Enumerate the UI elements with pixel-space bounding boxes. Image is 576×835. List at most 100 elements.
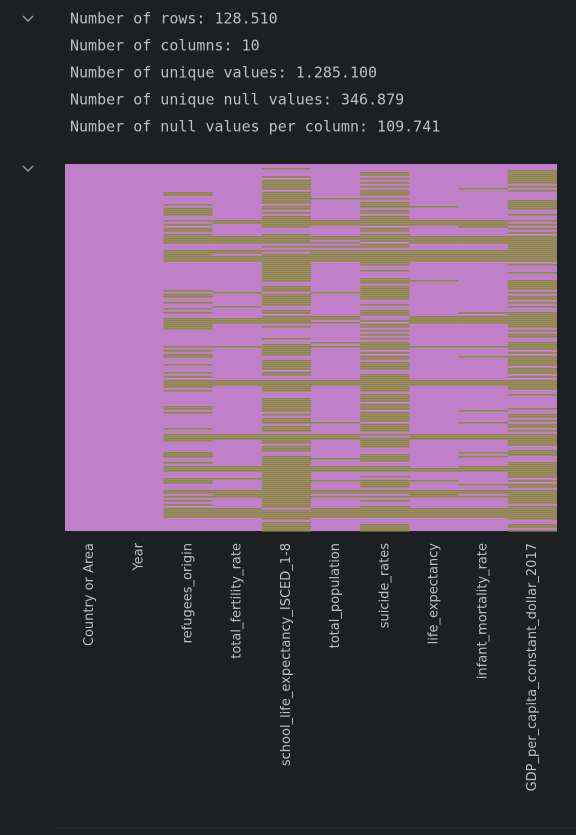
null-stripe [507,244,557,246]
null-stripe [360,290,410,292]
null-stripe [360,324,410,326]
null-stripe [261,272,311,274]
null-stripe [507,518,557,520]
null-stripe [261,488,311,490]
null-stripe [360,368,410,370]
null-stripe [458,254,508,256]
null-stripe [360,254,410,256]
null-stripe [311,466,361,468]
null-stripe [360,356,410,358]
output-line: Number of null values per column: 109.74… [70,118,440,136]
null-stripe [458,256,508,258]
null-stripe [458,322,508,324]
null-stripe [212,256,262,258]
null-stripe [409,514,459,516]
null-stripe [458,258,508,260]
null-stripe [360,398,410,400]
null-stripe [261,344,311,346]
null-stripe [507,302,557,304]
null-stripe [163,386,213,388]
null-stripe [360,234,410,236]
null-stripe [311,242,361,244]
null-stripe [360,496,410,498]
null-stripe [261,504,311,506]
null-stripe [261,266,311,268]
null-stripe [261,238,311,240]
null-stripe [507,334,557,336]
null-stripe [261,226,311,228]
null-stripe [360,362,410,364]
null-stripe [507,232,557,234]
null-stripe [261,212,311,214]
null-stripe [458,252,508,254]
null-stripe [311,480,361,482]
null-stripe [507,462,557,464]
null-stripe [409,252,459,254]
null-stripe [311,382,361,384]
null-stripe [163,194,213,196]
null-stripe [458,456,508,458]
column-label: infant_mortality_rate [476,543,491,679]
null-stripe [163,390,213,392]
null-stripe [507,440,557,442]
null-stripe [360,294,410,296]
null-stripe [409,346,459,348]
null-stripe [360,476,410,478]
null-stripe [360,468,410,470]
null-stripe [360,304,410,306]
null-stripe [261,502,311,504]
null-stripe [458,422,508,424]
null-stripe [261,168,311,170]
null-stripe [163,496,213,498]
null-stripe [458,316,508,318]
null-stripe [163,346,213,348]
null-stripe [261,514,311,516]
null-stripe [507,424,557,426]
null-stripe [507,282,557,284]
null-stripe [507,238,557,240]
null-stripe [507,492,557,494]
null-stripe [360,204,410,206]
null-stripe [507,352,557,354]
null-stripe [311,246,361,248]
null-stripe [212,320,262,322]
null-stripe [360,506,410,508]
null-stripe [507,434,557,436]
null-stripe [163,238,213,240]
null-stripe [261,364,311,366]
null-stripe [409,250,459,252]
null-stripe [261,522,311,524]
null-stripe [409,206,459,208]
null-stripe [163,380,213,382]
null-stripe [507,474,557,476]
null-stripe [507,286,557,288]
null-stripe [360,320,410,322]
null-stripe [507,180,557,182]
null-stripe [458,346,508,348]
null-stripe [507,484,557,486]
null-stripe [507,490,557,492]
null-stripe [458,452,508,454]
null-stripe [507,444,557,446]
null-stripe [409,236,459,238]
collapse-chevron[interactable] [22,15,34,22]
null-stripe [261,462,311,464]
collapse-chevron[interactable] [22,165,34,172]
null-stripe [261,406,311,408]
null-stripe [261,442,311,444]
null-stripe [507,172,557,174]
null-stripe [360,528,410,530]
null-stripe [458,222,508,224]
null-stripe [261,288,311,290]
null-stripe [507,426,557,428]
null-stripe [507,284,557,286]
null-stripe [507,220,557,222]
null-stripe [261,326,311,328]
null-stripe [311,342,361,344]
null-stripe [507,466,557,468]
null-stripe [261,490,311,492]
null-stripe [311,514,361,516]
null-stripe [360,230,410,232]
null-stripe [409,258,459,260]
null-stripe [311,510,361,512]
